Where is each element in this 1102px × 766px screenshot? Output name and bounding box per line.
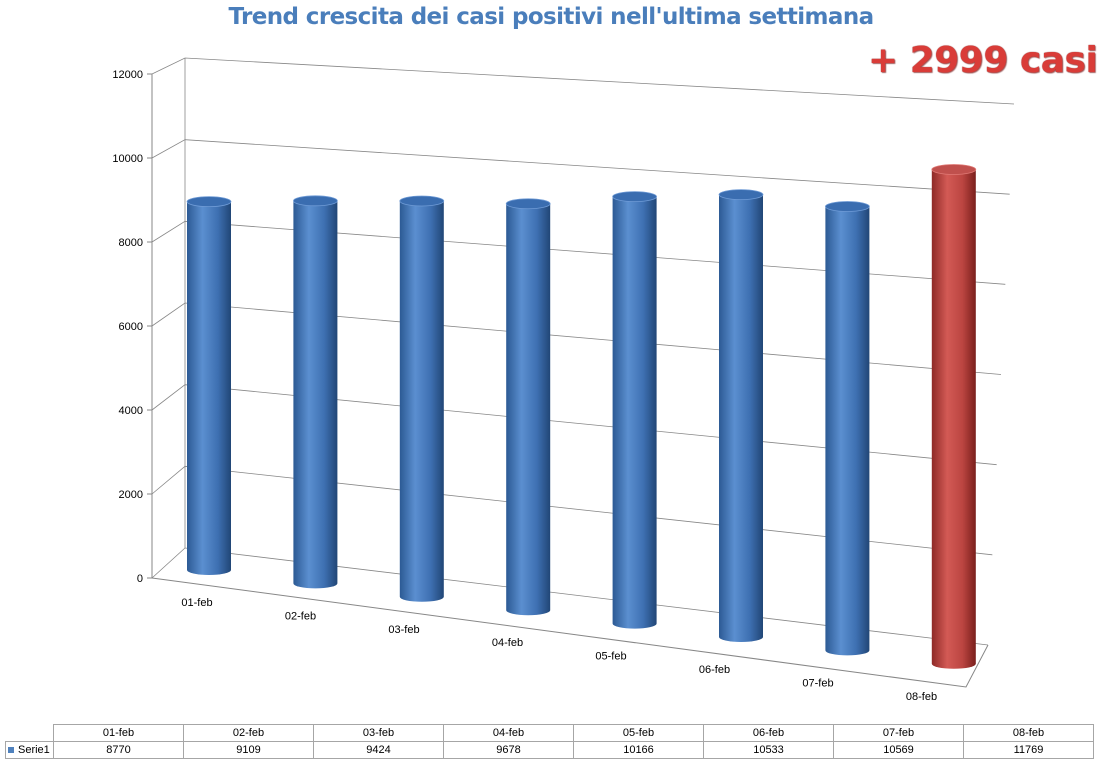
- bar-cylinder: [825, 201, 870, 656]
- series-name: Serie1: [18, 744, 50, 756]
- table-value-cell: 10533: [703, 741, 834, 759]
- bar-top: [505, 198, 551, 210]
- gridline: [151, 139, 1010, 195]
- bar-body: [719, 194, 763, 642]
- table-corner-cell: [5, 724, 54, 742]
- table-header-cell: 03-feb: [313, 724, 444, 742]
- series-label-cell: Serie1: [5, 741, 54, 759]
- bar-cylinder: [931, 164, 977, 669]
- table-header-cell: 08-feb: [963, 724, 1094, 742]
- bar-body: [293, 200, 338, 589]
- legend-key-icon: [8, 747, 14, 754]
- bar-body: [506, 203, 551, 616]
- bar-cylinder: [399, 195, 445, 602]
- x-category-label: 03-feb: [388, 624, 419, 636]
- x-category-label: 01-feb: [181, 597, 212, 609]
- x-category-label: 08-feb: [906, 691, 937, 703]
- bar-cylinder: [718, 189, 764, 642]
- x-category-label: 07-feb: [802, 677, 833, 689]
- x-category-label: 04-feb: [492, 637, 523, 649]
- table-value-cell: 8770: [53, 741, 184, 759]
- bar-top: [399, 195, 445, 207]
- y-tick-label: 2000: [119, 489, 143, 501]
- table-header-cell: 06-feb: [703, 724, 834, 742]
- bar-top: [186, 196, 232, 208]
- bar-top: [718, 189, 764, 201]
- bar-body: [931, 169, 976, 669]
- x-category-label: 06-feb: [699, 664, 730, 676]
- bar-top: [931, 164, 977, 175]
- bar-top: [825, 201, 870, 212]
- bar-top: [612, 191, 657, 203]
- bar-cylinder: [186, 196, 232, 575]
- x-category-label: 02-feb: [285, 610, 316, 622]
- table-header-cell: 07-feb: [833, 724, 964, 742]
- table-header-cell: 01-feb: [53, 724, 184, 742]
- gridline: [151, 384, 997, 466]
- y-tick-label: 12000: [112, 69, 143, 81]
- y-tick-label: 0: [137, 573, 143, 585]
- x-category-label: 05-feb: [595, 651, 626, 663]
- table-row: Serie1 8770 9109 9424 9678 10166 10533 10569 11…: [5, 741, 1094, 759]
- floor-edge: [151, 577, 989, 688]
- bar-top: [292, 195, 338, 207]
- table-value-cell: 10166: [573, 741, 704, 759]
- gridline: [151, 57, 1015, 105]
- y-tick-label: 8000: [119, 237, 143, 249]
- table-header-cell: 05-feb: [573, 724, 704, 742]
- increase-annotation: + 2999 casi: [868, 40, 1098, 81]
- bar-body: [187, 201, 231, 575]
- table-header-cell: 04-feb: [443, 724, 574, 742]
- bar-cylinder: [612, 191, 657, 629]
- y-tick-label: 6000: [119, 321, 143, 333]
- data-table: 01-feb 02-feb 03-feb 04-feb 05-feb 06-feb 07-f…: [5, 724, 1094, 759]
- y-tick-label: 4000: [119, 405, 143, 417]
- bar-cylinder: [292, 195, 338, 589]
- table-value-cell: 11769: [963, 741, 1094, 759]
- table-value-cell: 10569: [833, 741, 964, 759]
- y-tick-label: 10000: [112, 153, 143, 165]
- bar-body: [399, 200, 444, 602]
- table-value-cell: 9424: [313, 741, 444, 759]
- bar-body: [612, 196, 657, 629]
- bar-cylinder: [505, 198, 551, 616]
- gridline: [151, 220, 1006, 285]
- gridline: [151, 302, 1002, 375]
- chart-title: Trend crescita dei casi positivi nell'ul…: [228, 4, 874, 30]
- table-header-cell: 02-feb: [183, 724, 314, 742]
- chart-plot: 0 2000 4000 6000 8000 10000 12000 01-feb 02-feb…: [112, 57, 1015, 703]
- bar-body: [825, 206, 870, 656]
- table-value-cell: 9109: [183, 741, 314, 759]
- table-header-row: 01-feb 02-feb 03-feb 04-feb 05-feb 06-feb 07-f…: [5, 724, 1094, 742]
- table-value-cell: 9678: [443, 741, 574, 759]
